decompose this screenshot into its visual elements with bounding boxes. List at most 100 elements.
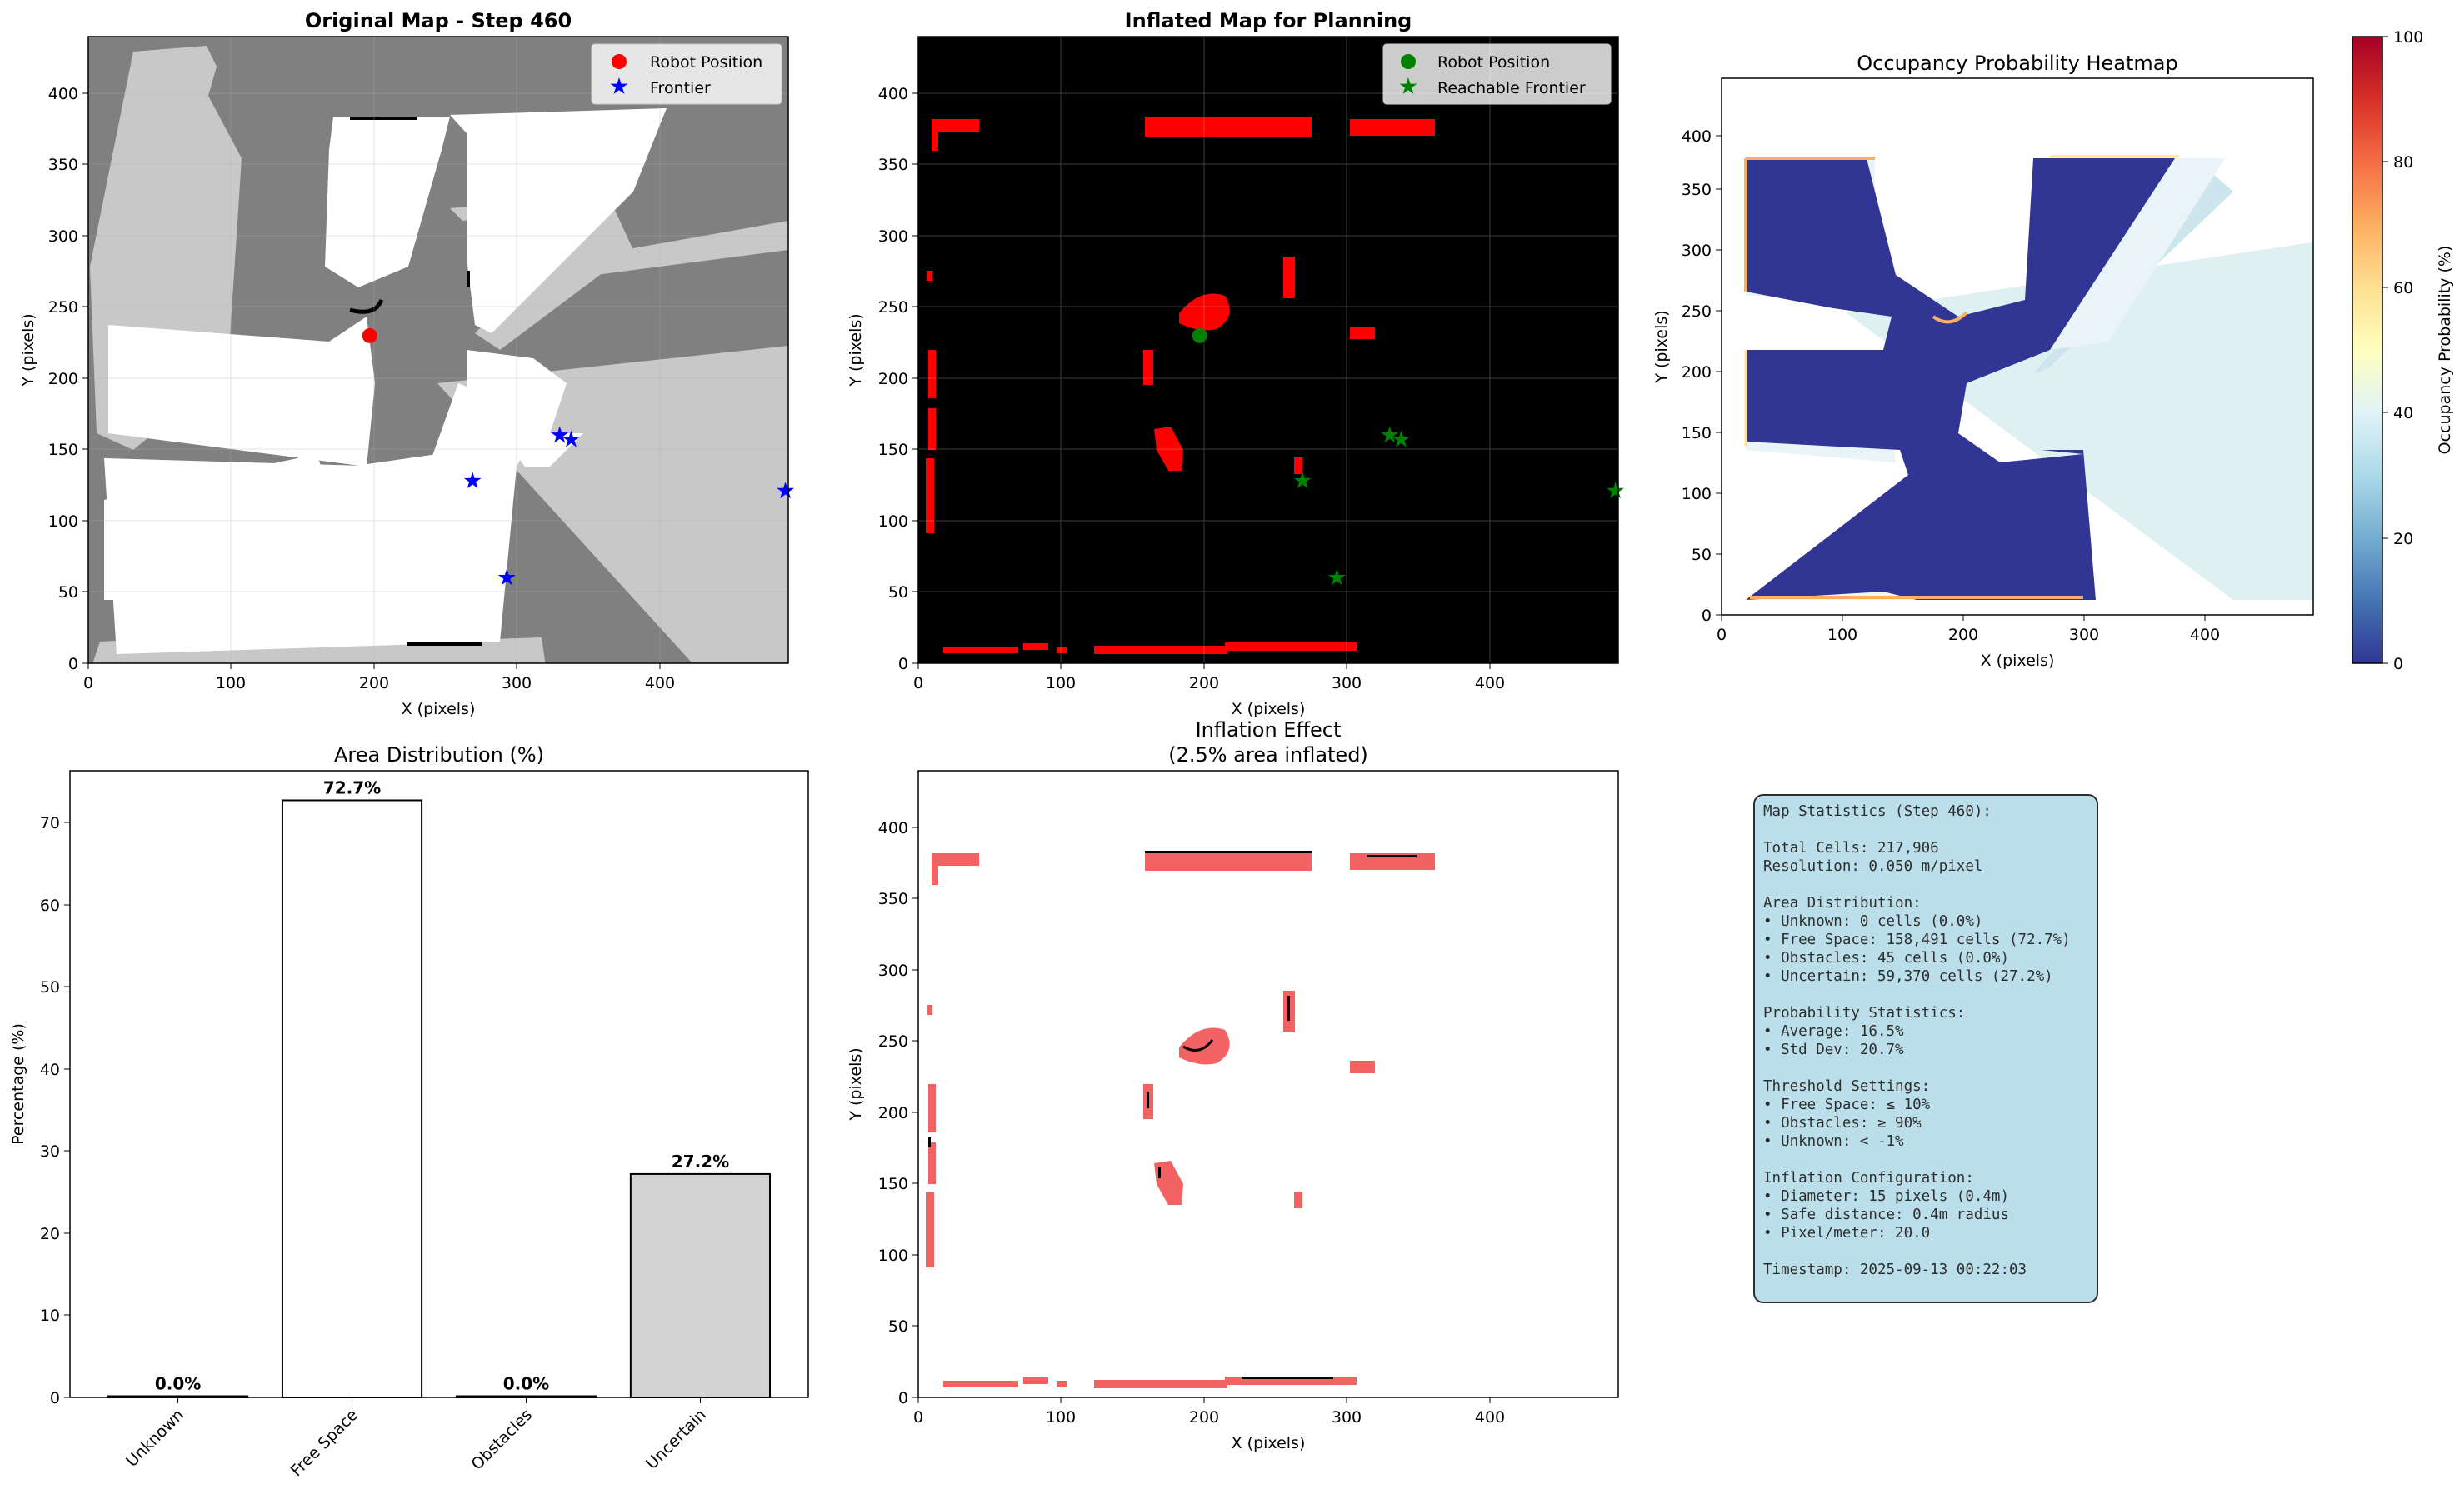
original-map-image bbox=[88, 37, 788, 663]
tick-label: 250 bbox=[1682, 302, 1712, 321]
tick-label: 80 bbox=[2393, 153, 2413, 172]
bar bbox=[281, 799, 423, 1398]
tick-label: 200 bbox=[878, 370, 908, 388]
tick-label: 350 bbox=[1682, 181, 1712, 199]
tick-label: 400 bbox=[878, 85, 908, 103]
x-axis-label: X (pixels) bbox=[402, 700, 476, 718]
tick-label: 40 bbox=[2393, 404, 2413, 422]
legend-label: Robot Position bbox=[1437, 53, 1550, 72]
tick-label: 250 bbox=[878, 1032, 908, 1051]
y-ticks: 0 50 100 150 200 250 300 350 400 bbox=[48, 85, 88, 673]
tick-label: 0 bbox=[2393, 655, 2403, 673]
tick-label: 0 bbox=[913, 674, 923, 692]
tick-label: 300 bbox=[1332, 1408, 1362, 1427]
tick-label: 300 bbox=[502, 674, 532, 692]
x-axis-label: X (pixels) bbox=[1232, 700, 1306, 718]
tick-label: 20 bbox=[40, 1225, 60, 1243]
tick-label: 40 bbox=[40, 1061, 60, 1079]
plot-frame bbox=[917, 770, 1619, 1398]
y-ticks: 0 50 100 150 200 250 300 350 400 bbox=[878, 819, 918, 1407]
tick-label: 50 bbox=[888, 1317, 908, 1336]
x-ticks: 0 100 200 300 400 bbox=[913, 1397, 1505, 1427]
bar-value-label: 0.0% bbox=[503, 1374, 549, 1394]
legend-label: Reachable Frontier bbox=[1437, 79, 1586, 97]
tick-label: 100 bbox=[878, 1247, 908, 1265]
y-ticks: 0 50 100 150 200 250 300 350 400 bbox=[1682, 127, 1722, 625]
x-ticks: 0 100 200 300 400 bbox=[913, 663, 1505, 692]
tick-label: 50 bbox=[40, 978, 60, 997]
tick-label: 50 bbox=[1692, 546, 1712, 564]
original-map-markers bbox=[362, 327, 794, 585]
tick-label: 400 bbox=[48, 85, 78, 103]
y-axis-label: Y (pixels) bbox=[847, 313, 865, 387]
chart-3-title: Occupancy Probability Heatmap bbox=[1857, 52, 2177, 75]
inflation-effect-panel: Inflation Effect (2.5% area inflated) bbox=[847, 718, 1619, 1452]
tick-label: 20 bbox=[2393, 530, 2413, 548]
category-label: Unknown bbox=[122, 1406, 187, 1471]
tick-label: 200 bbox=[1189, 1408, 1219, 1427]
y-axis-label: Y (pixels) bbox=[19, 313, 37, 387]
plot-frame bbox=[1721, 77, 2314, 616]
inflation-image bbox=[926, 851, 1435, 1388]
tick-label: 400 bbox=[645, 674, 675, 692]
tick-label: 400 bbox=[1475, 674, 1505, 692]
legend-label: Robot Position bbox=[650, 53, 762, 72]
tick-label: 200 bbox=[1682, 363, 1712, 382]
tick-label: 150 bbox=[878, 1175, 908, 1193]
x-ticks: 0 100 200 300 400 bbox=[1717, 615, 2220, 644]
tick-label: 100 bbox=[1046, 674, 1076, 692]
tick-label: 50 bbox=[58, 583, 78, 602]
inflated-map-panel: Inflated Map for Planning bbox=[847, 9, 1624, 718]
bar bbox=[629, 1172, 772, 1399]
tick-label: 0 bbox=[913, 1408, 923, 1427]
plot-area bbox=[918, 771, 1618, 1397]
tick-label: 350 bbox=[48, 156, 78, 174]
tick-label: 0 bbox=[68, 655, 78, 673]
tick-label: 150 bbox=[1682, 424, 1712, 442]
bars: 0.0% 72.7% 0.0% 27.2% bbox=[107, 777, 772, 1399]
heatmap-panel: Occupancy Probability Heatmap bbox=[1652, 28, 2454, 673]
inflated-map-background bbox=[918, 37, 1618, 663]
y-ticks: 0 10 20 30 40 50 60 70 bbox=[40, 814, 70, 1407]
tick-label: 100 bbox=[216, 674, 246, 692]
y-axis-label: Percentage (%) bbox=[9, 1023, 27, 1145]
tick-label: 100 bbox=[1682, 485, 1712, 503]
tick-label: 350 bbox=[878, 156, 908, 174]
tick-label: 200 bbox=[359, 674, 389, 692]
tick-label: 0 bbox=[50, 1389, 60, 1407]
chart-5-title: Inflation Effect bbox=[1196, 718, 1342, 742]
category-label: Uncertain bbox=[642, 1406, 710, 1473]
tick-label: 200 bbox=[878, 1104, 908, 1122]
plot-frame bbox=[917, 36, 1619, 664]
tick-label: 150 bbox=[878, 441, 908, 459]
tick-label: 0 bbox=[898, 1389, 908, 1407]
tick-label: 200 bbox=[48, 370, 78, 388]
grid-lines bbox=[917, 37, 1618, 663]
x-axis-label: X (pixels) bbox=[1232, 1434, 1306, 1452]
robot-position-marker bbox=[1192, 327, 1207, 343]
tick-label: 300 bbox=[1682, 242, 1712, 260]
category-label: Free Space bbox=[287, 1406, 362, 1480]
map-statistics-text: Map Statistics (Step 460): Total Cells: … bbox=[1763, 803, 2071, 1278]
legend-marker-robot bbox=[612, 54, 627, 69]
tick-label: 60 bbox=[2393, 279, 2413, 297]
tick-label: 0 bbox=[1702, 607, 1712, 625]
chart-2-title: Inflated Map for Planning bbox=[1125, 9, 1412, 32]
category-label: Obstacles bbox=[467, 1406, 536, 1474]
tick-label: 0 bbox=[898, 655, 908, 673]
tick-label: 30 bbox=[40, 1142, 60, 1161]
x-ticks: 0 100 200 300 400 bbox=[83, 663, 675, 692]
y-axis-label: Y (pixels) bbox=[847, 1047, 865, 1121]
tick-label: 200 bbox=[1948, 626, 1978, 644]
heatmap-image bbox=[1744, 155, 2313, 600]
bar-value-label: 0.0% bbox=[155, 1374, 201, 1394]
tick-label: 60 bbox=[40, 897, 60, 915]
tick-label: 350 bbox=[878, 890, 908, 908]
chart-4-title: Area Distribution (%) bbox=[334, 743, 544, 767]
chart-1-title: Original Map - Step 460 bbox=[305, 9, 572, 32]
y-axis-label: Y (pixels) bbox=[1652, 310, 1671, 383]
tick-label: 200 bbox=[1189, 674, 1219, 692]
colorbar-label: Occupancy Probability (%) bbox=[2436, 246, 2454, 455]
tick-label: 300 bbox=[878, 962, 908, 980]
